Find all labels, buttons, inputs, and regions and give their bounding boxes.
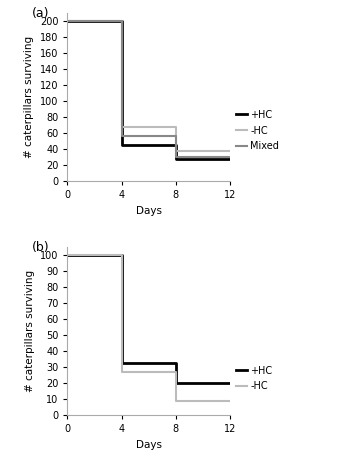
+HC	[120, 253, 124, 258]
Mixed	[65, 19, 70, 24]
-HC	[120, 19, 124, 24]
-HC	[120, 124, 124, 130]
Mixed	[228, 154, 232, 160]
-HC	[120, 370, 124, 375]
Line: Mixed: Mixed	[67, 21, 230, 157]
+HC	[174, 143, 178, 148]
+HC	[174, 381, 178, 386]
Line: -HC: -HC	[67, 255, 230, 401]
+HC	[228, 156, 232, 162]
Line: +HC: +HC	[67, 255, 230, 383]
-HC	[174, 124, 178, 130]
-HC	[228, 148, 232, 154]
Mixed	[174, 133, 178, 138]
X-axis label: Days: Days	[136, 440, 162, 450]
Y-axis label: # caterpillars surviving: # caterpillars surviving	[24, 36, 34, 159]
+HC	[120, 19, 124, 24]
+HC	[65, 253, 70, 258]
-HC	[174, 148, 178, 154]
Mixed	[120, 133, 124, 138]
-HC	[228, 399, 232, 404]
Line: +HC: +HC	[67, 21, 230, 159]
+HC	[120, 360, 124, 366]
-HC	[65, 19, 70, 24]
+HC	[65, 19, 70, 24]
Legend: +HC, -HC, Mixed: +HC, -HC, Mixed	[232, 106, 283, 155]
-HC	[174, 370, 178, 375]
Text: (b): (b)	[32, 241, 49, 254]
+HC	[228, 381, 232, 386]
-HC	[120, 253, 124, 258]
+HC	[174, 156, 178, 162]
Mixed	[174, 154, 178, 160]
+HC	[174, 360, 178, 366]
-HC	[174, 399, 178, 404]
Y-axis label: # caterpillars surviving: # caterpillars surviving	[24, 271, 34, 393]
X-axis label: Days: Days	[136, 206, 162, 216]
Line: -HC: -HC	[67, 21, 230, 151]
-HC	[65, 253, 70, 258]
Mixed	[120, 19, 124, 24]
Legend: +HC, -HC: +HC, -HC	[232, 361, 276, 395]
Text: (a): (a)	[32, 6, 49, 20]
+HC	[120, 143, 124, 148]
